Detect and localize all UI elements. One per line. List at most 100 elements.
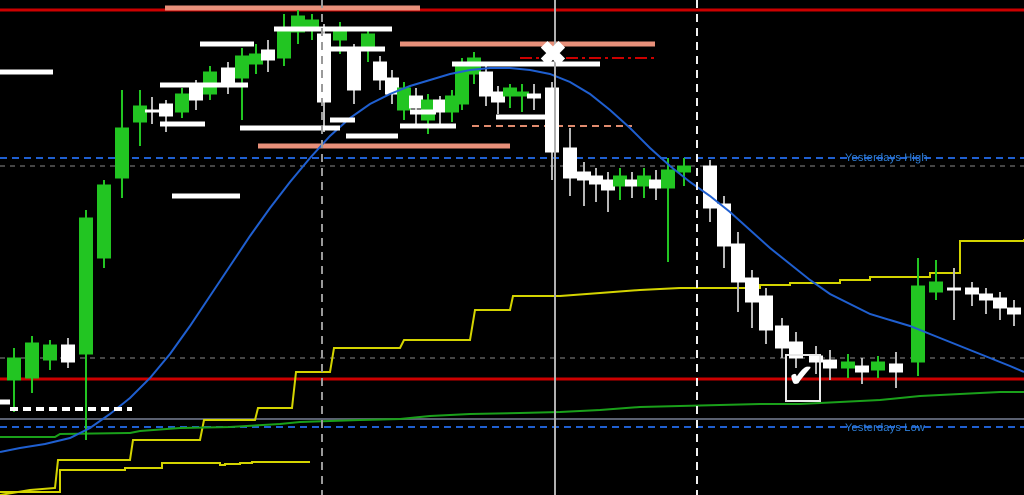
candlestick <box>97 180 111 268</box>
candle-body <box>823 359 837 369</box>
candlestick <box>911 258 925 376</box>
candlestick <box>947 268 961 320</box>
candlestick <box>115 90 129 198</box>
candle-body <box>871 361 885 371</box>
candlestick <box>61 338 75 368</box>
candlestick <box>373 56 387 90</box>
candle-body <box>649 179 663 189</box>
candle-body <box>613 175 627 187</box>
candle-body <box>855 365 869 373</box>
candle-body <box>61 344 75 363</box>
candlestick <box>855 358 869 384</box>
candlestick <box>661 158 675 262</box>
candlestick <box>841 354 855 378</box>
candlestick <box>347 44 361 104</box>
candle-body <box>717 203 731 247</box>
candle-body <box>731 243 745 283</box>
candle-body <box>479 71 493 97</box>
candle-body <box>889 363 903 373</box>
candle-body <box>25 342 39 379</box>
candlestick <box>745 270 759 328</box>
candlestick <box>527 84 541 110</box>
candle-body <box>409 95 423 109</box>
cross-marker: ✖ <box>540 38 565 71</box>
candlestick <box>677 158 691 186</box>
candle-body <box>947 287 961 291</box>
candlestick <box>25 336 39 393</box>
candlestick <box>965 282 979 306</box>
candle-body <box>703 165 717 209</box>
candlestick <box>433 96 447 126</box>
candle-body <box>993 297 1007 309</box>
candlestick <box>159 100 173 132</box>
candlestick <box>823 350 837 380</box>
candle-body <box>491 91 505 103</box>
candle-body <box>841 361 855 369</box>
vertical-lines-group <box>321 0 698 495</box>
salmon-segments-group <box>165 5 655 149</box>
candle-body <box>7 357 21 381</box>
candlestick <box>1007 300 1021 326</box>
candle-body <box>317 33 331 103</box>
moving-average-group <box>0 67 1024 453</box>
horizontal-lines-group <box>0 8 1024 428</box>
candle-body <box>515 91 529 97</box>
moving-average <box>0 67 1024 453</box>
candle-body <box>677 165 691 173</box>
candle-body <box>577 171 591 181</box>
candlestick <box>133 90 147 146</box>
candlestick <box>409 88 423 128</box>
yellow-rising-line-group <box>0 287 681 495</box>
candle-body <box>261 49 275 61</box>
candle-body <box>589 175 603 185</box>
yellow-step-lower <box>0 461 310 493</box>
candle-body <box>775 325 789 349</box>
candle-body <box>249 53 263 65</box>
candlestick <box>775 318 789 358</box>
candle-body <box>159 103 173 117</box>
candle-body <box>235 55 249 79</box>
candle-body <box>347 51 361 91</box>
candle-body <box>911 285 925 363</box>
candle-body <box>397 87 411 111</box>
candle-body <box>373 61 387 81</box>
candle-body <box>661 169 675 189</box>
candle-body <box>43 344 57 361</box>
candlestick <box>491 86 505 114</box>
candle-body <box>745 277 759 303</box>
candle-body <box>979 293 993 301</box>
white-segments-group <box>0 26 600 411</box>
candlestick <box>889 352 903 388</box>
yellow-step-upper <box>680 239 1024 289</box>
candle-body <box>625 179 639 187</box>
candlestick <box>361 28 375 62</box>
candle-body <box>97 184 111 259</box>
candlestick <box>563 128 577 196</box>
candle-body <box>527 93 541 99</box>
check-marker: ✔ <box>788 360 813 393</box>
candlestick <box>979 288 993 314</box>
yellow-rising-support <box>0 287 681 495</box>
candle-body <box>1007 307 1021 315</box>
candle-body <box>503 87 517 97</box>
green-step-support <box>0 391 1024 438</box>
candle-body <box>545 87 559 153</box>
candle-body <box>929 281 943 293</box>
candle-body <box>601 179 615 191</box>
candlestick <box>145 97 159 124</box>
candlestick <box>261 40 275 72</box>
candlestick <box>731 232 745 312</box>
candlestick <box>221 62 235 94</box>
check-box-rect <box>785 354 821 402</box>
candle-body <box>145 109 159 113</box>
candle-body <box>115 127 129 179</box>
candle-body <box>563 147 577 179</box>
candle-body <box>221 67 235 83</box>
candlestick <box>7 348 21 412</box>
candle-body <box>277 27 291 59</box>
candlestick <box>993 292 1007 320</box>
candle-body <box>965 287 979 295</box>
